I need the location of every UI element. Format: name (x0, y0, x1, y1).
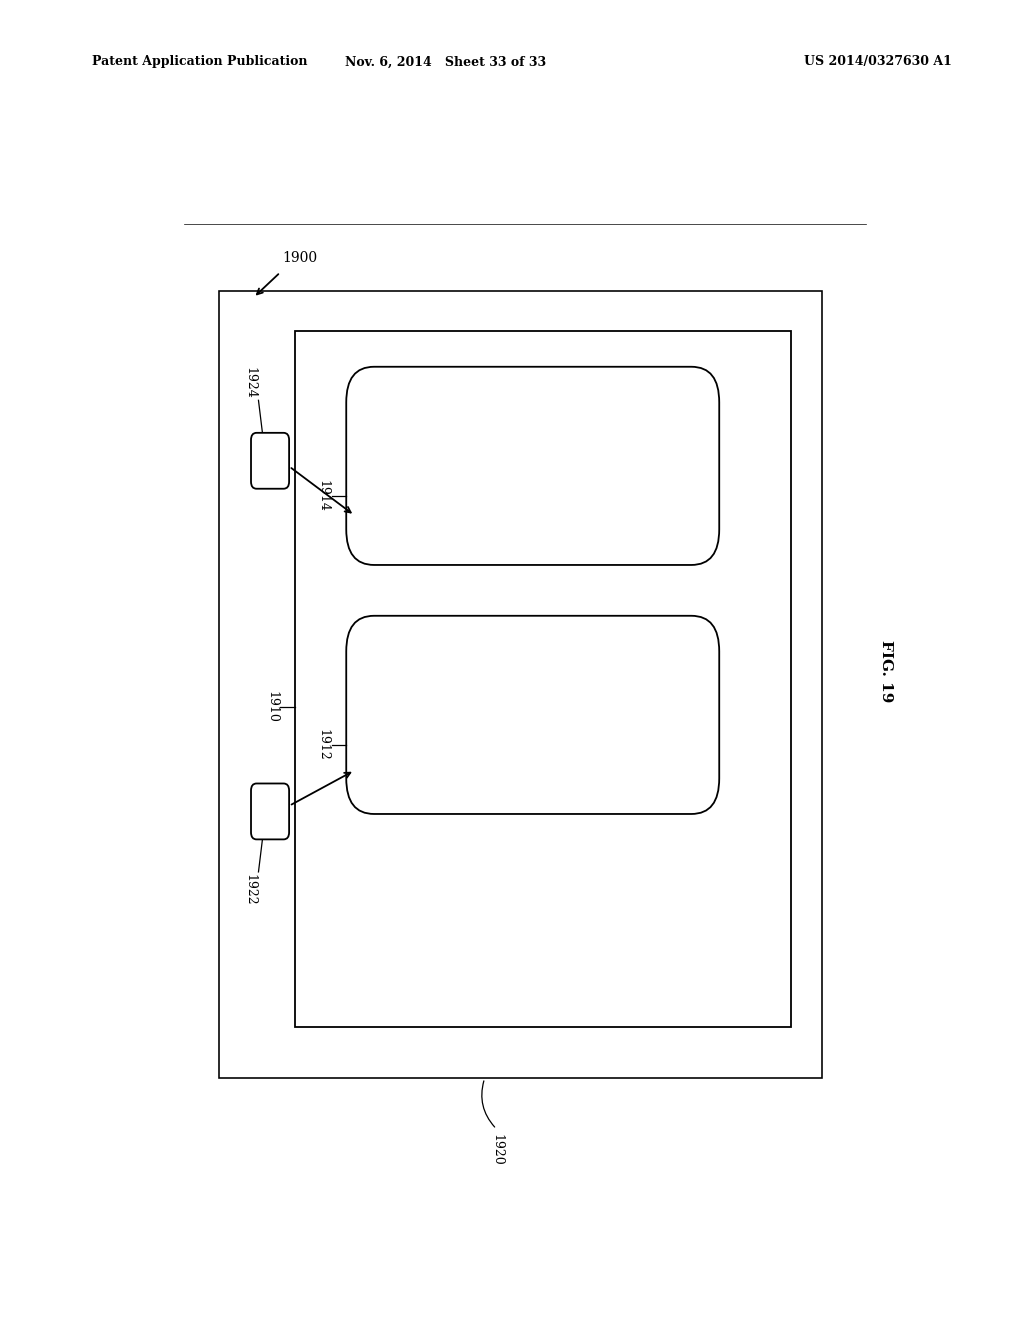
FancyBboxPatch shape (251, 784, 289, 840)
Text: US 2014/0327630 A1: US 2014/0327630 A1 (805, 55, 952, 69)
Bar (219, 290, 822, 1078)
Text: 1914: 1914 (316, 479, 330, 512)
Text: 1922: 1922 (244, 874, 257, 906)
Bar (295, 331, 791, 1027)
Text: 1900: 1900 (283, 251, 317, 265)
Text: 1912: 1912 (316, 729, 330, 760)
Text: Patent Application Publication: Patent Application Publication (92, 55, 307, 69)
Text: 1920: 1920 (490, 1134, 503, 1166)
Text: 1924: 1924 (244, 367, 257, 399)
FancyBboxPatch shape (251, 433, 289, 488)
Text: 1910: 1910 (265, 692, 278, 723)
Text: Nov. 6, 2014   Sheet 33 of 33: Nov. 6, 2014 Sheet 33 of 33 (345, 55, 546, 69)
Text: FIG. 19: FIG. 19 (879, 640, 893, 702)
